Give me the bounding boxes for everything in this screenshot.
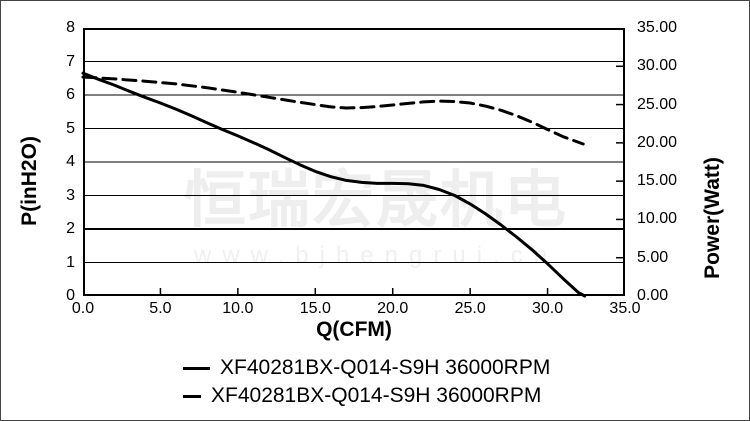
x-tick-label: 5.0 (149, 300, 172, 317)
plot-border (83, 28, 625, 296)
legend-dashed-line-icon (183, 394, 201, 398)
y-axis-right-title: Power(Watt) (701, 157, 724, 279)
y-right-tick-label: 35.00 (637, 19, 678, 36)
y-right-tick-label: 25.00 (637, 95, 678, 113)
y-axis-left-title: P(inH2O) (18, 136, 41, 226)
legend-item-power: XF40281BX-Q014-S9H 36000RPM (183, 384, 541, 408)
watermark-company-text: 恒瑞宏晟机电 (183, 166, 568, 235)
y-right-tick-label: 5.00 (637, 248, 669, 266)
x-tick-label: 35.0 (609, 300, 641, 317)
y-right-tick-label: 15.00 (637, 172, 678, 190)
x-tick-label: 10.0 (222, 300, 254, 317)
legend-label: XF40281BX-Q014-S9H 36000RPM (220, 356, 551, 379)
legend-label: XF40281BX-Q014-S9H 36000RPM (211, 384, 542, 407)
x-axis-title: Q(CFM) (316, 318, 392, 341)
y-right-tick-label: 20.00 (637, 133, 678, 151)
y-left-tick-label: 8 (66, 19, 75, 36)
watermark-url-text: www.bjhengrui.cn (193, 242, 559, 269)
x-tick-label: 0.0 (71, 300, 95, 317)
y-left-tick-label: 6 (66, 86, 75, 103)
legend-item-pressure: XF40281BX-Q014-S9H 36000RPM (183, 356, 550, 380)
x-tick-label: 15.0 (299, 300, 331, 317)
y-left-tick-label: 5 (66, 119, 75, 137)
y-left-tick-label: 1 (66, 253, 75, 271)
y-right-tick-label: 0.00 (637, 287, 669, 304)
legend-solid-line-icon (183, 366, 210, 370)
y-left-tick-label: 7 (66, 52, 75, 70)
y-left-tick-label: 0 (66, 287, 75, 304)
x-tick-label: 25.0 (454, 300, 486, 317)
plot-area (81, 28, 625, 298)
y-right-tick-label: 30.00 (637, 57, 678, 75)
y-left-tick-label: 2 (66, 220, 75, 237)
x-tick-label: 20.0 (377, 300, 409, 317)
pressure-curve (81, 71, 587, 298)
y-right-tick-label: 10.00 (637, 210, 678, 228)
power-curve (81, 75, 585, 146)
x-tick-label: 30.0 (531, 300, 564, 317)
y-left-tick-label: 4 (66, 153, 75, 170)
y-left-tick-label: 3 (66, 186, 75, 204)
